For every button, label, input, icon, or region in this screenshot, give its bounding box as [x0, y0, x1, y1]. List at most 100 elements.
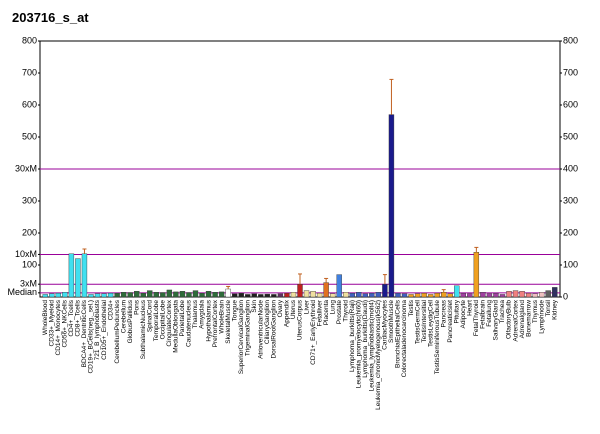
x-tick-label: Thymus [532, 299, 539, 323]
bar [75, 258, 81, 298]
bar [421, 292, 427, 298]
x-tick-label: Heart [467, 300, 474, 316]
bar [408, 294, 414, 298]
bar [362, 293, 368, 298]
bar [375, 292, 382, 298]
bar [107, 292, 114, 298]
bar [94, 293, 101, 298]
bar [140, 292, 146, 298]
bar [264, 293, 271, 298]
x-tick-label: TestisGermCell [414, 299, 421, 344]
x-tick-label: AdrenalCortex [512, 299, 519, 341]
bar [427, 294, 434, 298]
bar [532, 293, 538, 298]
bar [382, 284, 388, 298]
y-tick-label: 800 [22, 35, 37, 45]
bar [316, 292, 323, 298]
x-tick-label: WholeBlood [42, 300, 49, 335]
chart-title: 203716_s_at [12, 10, 89, 25]
bar [493, 292, 499, 298]
x-tick-label: Adrenalgland [519, 300, 526, 339]
y-tick-label: 10xM [15, 249, 37, 259]
bar [251, 293, 257, 298]
x-tick-label: FetalThyroid [473, 300, 480, 337]
x-tick-label: MedullaOblongata [173, 300, 180, 353]
x-tick-label: Bonemarrow [525, 300, 532, 337]
x-tick-label: Prostate [336, 300, 343, 325]
bar [356, 292, 362, 298]
bar [49, 293, 55, 298]
x-tick-label: Fetallung [486, 300, 493, 327]
x-tick-label: BronchialEpithelialCells [395, 299, 402, 368]
bar [349, 292, 355, 298]
bar [414, 293, 421, 298]
bar [329, 293, 336, 298]
x-tick-label: SalivaryGland [493, 300, 500, 341]
bar [245, 294, 251, 298]
x-tick-label: CD56+_NKCells [62, 299, 69, 347]
x-tick-label: Pituitary [453, 299, 460, 323]
y-tick-label: 700 [22, 67, 37, 77]
x-tick-label: Lung [329, 300, 336, 315]
bar [284, 292, 290, 298]
x-tick-label: OccipitalLobe [160, 300, 167, 340]
bar [303, 290, 310, 298]
x-tick-label: CD4+_Tcells [68, 299, 75, 336]
bar [519, 291, 525, 298]
bar [114, 292, 120, 298]
bar [277, 293, 284, 298]
x-tick-label: Skin [251, 300, 258, 313]
x-tick-label: Amygdala [199, 300, 206, 329]
x-tick-label: Trachea [499, 300, 506, 324]
x-tick-label: Pons [133, 299, 140, 315]
bar [120, 292, 127, 298]
y-tick-label: 500 [22, 131, 37, 141]
bar [258, 294, 264, 298]
x-tick-label: Cerebellum [120, 300, 127, 333]
x-tick-label: TestisLeydigCell [427, 299, 434, 347]
bar [205, 291, 212, 298]
bar [290, 292, 297, 298]
bar [68, 253, 75, 298]
x-tick-label: Ovary [277, 299, 284, 317]
bar [173, 291, 179, 298]
bar [499, 294, 506, 298]
x-tick-label: Pancreas [440, 299, 447, 327]
x-tick-label: CiliaryGanglion [264, 300, 271, 344]
y2-tick-label: 700 [563, 67, 578, 77]
y-tick-label: 300 [22, 195, 37, 205]
bar [199, 292, 205, 298]
bar [454, 285, 460, 298]
bar [153, 292, 159, 298]
x-tick-label: Thalamus [192, 299, 199, 328]
x-tick-label: Tonsil [545, 299, 552, 316]
bar [441, 292, 447, 298]
bar [186, 292, 192, 298]
bar [166, 289, 173, 298]
y2-tick-label: 100 [563, 259, 578, 269]
bar [88, 294, 94, 298]
bar [545, 290, 551, 298]
x-tick-label: SpinalCord [146, 300, 153, 333]
bar [460, 292, 466, 298]
x-tick-label: CD8+_Tcells [75, 299, 82, 336]
bar [480, 292, 486, 298]
bar [101, 293, 107, 298]
x-tick-label: CD105+_Endothelial [101, 299, 108, 359]
x-tick-label: Lymphoma_burkitts(Daudi) [362, 300, 369, 378]
x-tick-label: Uterus [290, 299, 297, 319]
x-tick-label: SuperiorCervicalGanglion [238, 300, 245, 374]
x-tick-label: Leukemia_promyelocytic(hl60) [356, 300, 363, 388]
y2-tick-label: 300 [563, 195, 578, 205]
bar [225, 288, 231, 298]
bar [212, 292, 218, 298]
bar [369, 292, 375, 298]
x-tick-label: Fetalbrain [480, 300, 487, 329]
y-tick-label: 30xM [15, 163, 37, 173]
bar [447, 293, 453, 298]
bar [506, 291, 512, 298]
bar [434, 292, 440, 298]
x-tick-label: TrigeminalGanglion [244, 300, 251, 357]
x-tick-label: Appendix [284, 299, 291, 327]
x-tick-label: Lymphnode [538, 300, 545, 334]
